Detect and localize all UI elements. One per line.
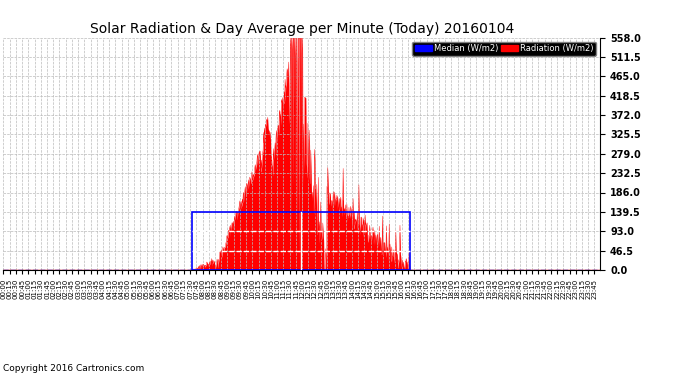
Title: Solar Radiation & Day Average per Minute (Today) 20160104: Solar Radiation & Day Average per Minute… bbox=[90, 22, 514, 36]
Text: Copyright 2016 Cartronics.com: Copyright 2016 Cartronics.com bbox=[3, 364, 145, 373]
Legend: Median (W/m2), Radiation (W/m2): Median (W/m2), Radiation (W/m2) bbox=[413, 42, 596, 56]
Bar bbox=[193, 212, 410, 270]
